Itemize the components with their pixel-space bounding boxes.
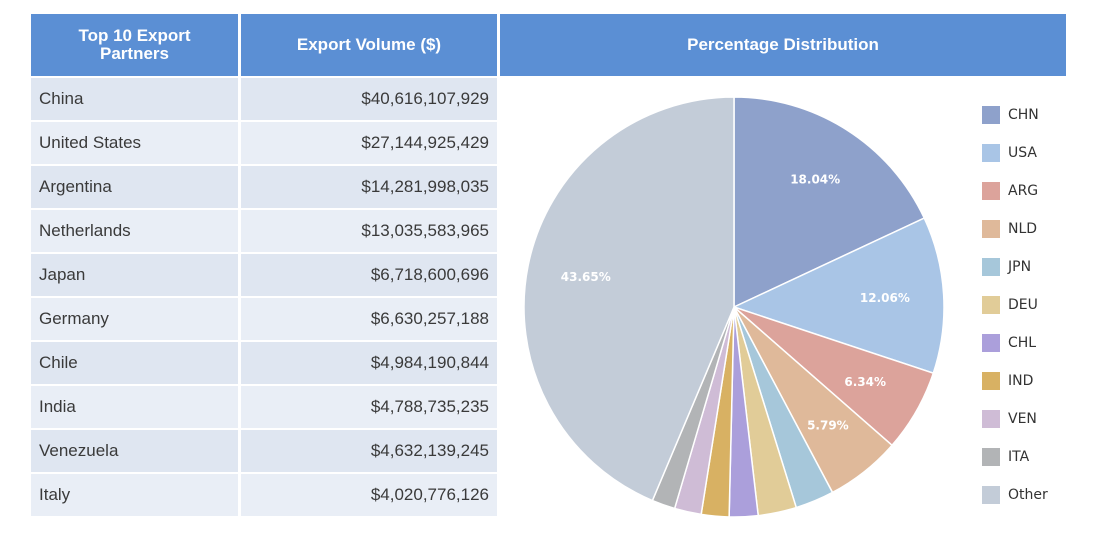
legend-label: NLD [1008,221,1038,237]
partner-name: Italy [31,474,238,516]
legend-item: IND [982,370,1072,408]
table-row: India $4,788,735,235 [31,386,497,428]
legend-swatch [982,220,1000,238]
pie-slice-chn [733,96,926,309]
table-row: Argentina $14,281,998,035 [31,166,497,208]
export-volume: $6,630,257,188 [241,298,497,340]
legend-swatch [982,334,1000,352]
export-volume: $14,281,998,035 [241,166,497,208]
export-volume: $4,020,776,126 [241,474,497,516]
header-partners: Top 10 Export Partners [31,14,238,76]
header-export-volume: Export Volume ($) [241,14,497,76]
legend-item: CHL [982,332,1072,370]
legend-item: NLD [982,218,1072,256]
partner-name: Germany [31,298,238,340]
legend-item: CHN [982,104,1072,142]
export-volume: $4,632,139,245 [241,430,497,472]
pie-slice-usa [731,217,945,375]
legend-swatch [982,486,1000,504]
pie-slice-other [523,96,735,502]
pie-chart-area: 18.04% 12.06% 6.34% 5.79% 43.65% [500,78,1066,528]
partner-name: United States [31,122,238,164]
legend-swatch [982,448,1000,466]
partner-name: Venezuela [31,430,238,472]
table-row: Japan $6,718,600,696 [31,254,497,296]
legend-swatch [982,372,1000,390]
legend-label: DEU [1008,297,1038,313]
pie-data-label: 12.06% [860,291,910,305]
header-volume-label: Export Volume ($) [296,35,442,54]
export-volume: $27,144,925,429 [241,122,497,164]
legend-item: USA [982,142,1072,180]
table-row: United States $27,144,925,429 [31,122,497,164]
pie-chart: 18.04% 12.06% 6.34% 5.79% 43.65% [523,96,945,518]
export-volume: $4,984,190,844 [241,342,497,384]
legend-swatch [982,182,1000,200]
partner-name: China [31,78,238,120]
legend-label: VEN [1008,411,1037,427]
pie-data-label: 6.34% [844,375,886,389]
pie-data-label: 43.65% [561,270,611,284]
legend-item: ITA [982,446,1072,484]
export-volume: $4,788,735,235 [241,386,497,428]
legend-item: VEN [982,408,1072,446]
legend-swatch [982,144,1000,162]
pie-legend: CHN USA ARG NLD JPN DEU CHL IND VEN ITA Other [982,104,1072,522]
partner-name: Chile [31,342,238,384]
partner-name: India [31,386,238,428]
table-row: Italy $4,020,776,126 [31,474,497,516]
pie-data-label: 5.79% [807,419,849,433]
legend-label: ITA [1008,449,1030,465]
header-partners-label: Top 10 Export Partners [78,26,191,63]
table-row: Venezuela $4,632,139,245 [31,430,497,472]
table-row: China $40,616,107,929 [31,78,497,120]
legend-label: CHL [1008,335,1037,351]
table-row: Chile $4,984,190,844 [31,342,497,384]
legend-label: JPN [1008,259,1032,275]
header-percentage-distribution: Percentage Distribution [500,14,1066,76]
legend-label: ARG [1008,183,1039,199]
table-row: Germany $6,630,257,188 [31,298,497,340]
header-distribution-label: Percentage Distribution [687,35,879,54]
export-volume: $40,616,107,929 [241,78,497,120]
pie-data-label: 18.04% [790,172,840,186]
legend-label: CHN [1008,107,1039,123]
legend-swatch [982,296,1000,314]
legend-item: Other [982,484,1072,522]
legend-swatch [982,106,1000,124]
legend-label: IND [1008,373,1034,389]
export-volume: $6,718,600,696 [241,254,497,296]
export-volume: $13,035,583,965 [241,210,497,252]
legend-swatch [982,258,1000,276]
legend-label: Other [1008,487,1048,503]
legend-item: DEU [982,294,1072,332]
partner-name: Netherlands [31,210,238,252]
export-partners-table: China $40,616,107,929 United States $27,… [31,78,497,518]
partner-name: Argentina [31,166,238,208]
legend-item: ARG [982,180,1072,218]
legend-swatch [982,410,1000,428]
partner-name: Japan [31,254,238,296]
legend-label: USA [1008,145,1037,161]
table-row: Netherlands $13,035,583,965 [31,210,497,252]
legend-item: JPN [982,256,1072,294]
